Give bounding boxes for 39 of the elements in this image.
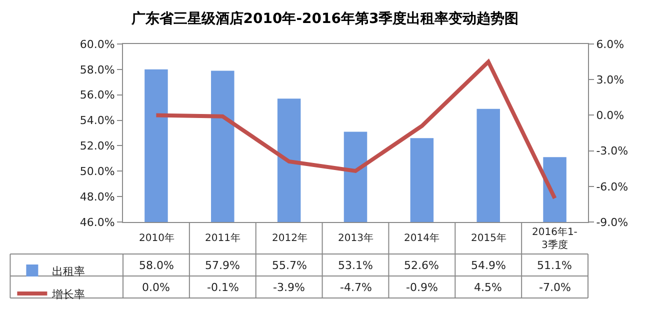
- data-label: 58.0%: [139, 259, 174, 272]
- x-tick-label: 2015年: [471, 232, 506, 244]
- y-tick-label: 48.0%: [80, 190, 115, 204]
- y-tick-label: 46.0%: [80, 216, 115, 229]
- legend-label: 增长率: [51, 288, 86, 301]
- data-label: 53.1%: [338, 259, 373, 272]
- chart-title: 广东省三星级酒店2010年-2016年第3季度出租率变动趋势图: [130, 10, 519, 27]
- y2-tick-label: -9.0%: [596, 216, 628, 229]
- x-tick-label: 2012年: [272, 232, 308, 244]
- y2-tick-label: 3.0%: [596, 73, 624, 86]
- x-tick-label: 2011年: [205, 232, 240, 244]
- y-tick-label: 60.0%: [80, 38, 115, 51]
- data-label: -7.0%: [539, 281, 571, 294]
- data-label: 52.6%: [404, 259, 439, 272]
- data-label: 55.7%: [272, 259, 307, 272]
- y-tick-label: 58.0%: [80, 63, 115, 76]
- x-tick-label: 2014年: [404, 232, 440, 244]
- y2-tick-label: 6.0%: [596, 38, 624, 51]
- x-tick-label: 2016年1-3季度: [532, 226, 578, 251]
- data-label: 57.9%: [205, 259, 240, 272]
- data-label: 4.5%: [474, 281, 502, 294]
- y2-tick-label: -3.0%: [596, 144, 628, 158]
- y-tick-label: 50.0%: [80, 164, 115, 178]
- y2-tick-label: 0.0%: [596, 109, 624, 122]
- data-label: -3.9%: [273, 281, 305, 294]
- line-series: [154, 60, 557, 200]
- x-tick-label: 2010年: [139, 232, 174, 244]
- data-label: 51.1%: [537, 259, 572, 272]
- y-tick-label: 52.0%: [80, 140, 115, 153]
- data-label: -4.7%: [340, 281, 372, 294]
- y-tick-label: 56.0%: [80, 88, 115, 102]
- x-tick-label: 2013年: [338, 232, 374, 244]
- y2-tick-label: -6.0%: [596, 180, 628, 194]
- data-label: 54.9%: [471, 259, 506, 272]
- legend-label: 出租率: [52, 264, 86, 278]
- data-label: -0.1%: [207, 281, 239, 294]
- y-tick-label: 54.0%: [80, 114, 115, 128]
- data-label: 0.0%: [142, 281, 170, 294]
- data-label: -0.9%: [406, 281, 438, 294]
